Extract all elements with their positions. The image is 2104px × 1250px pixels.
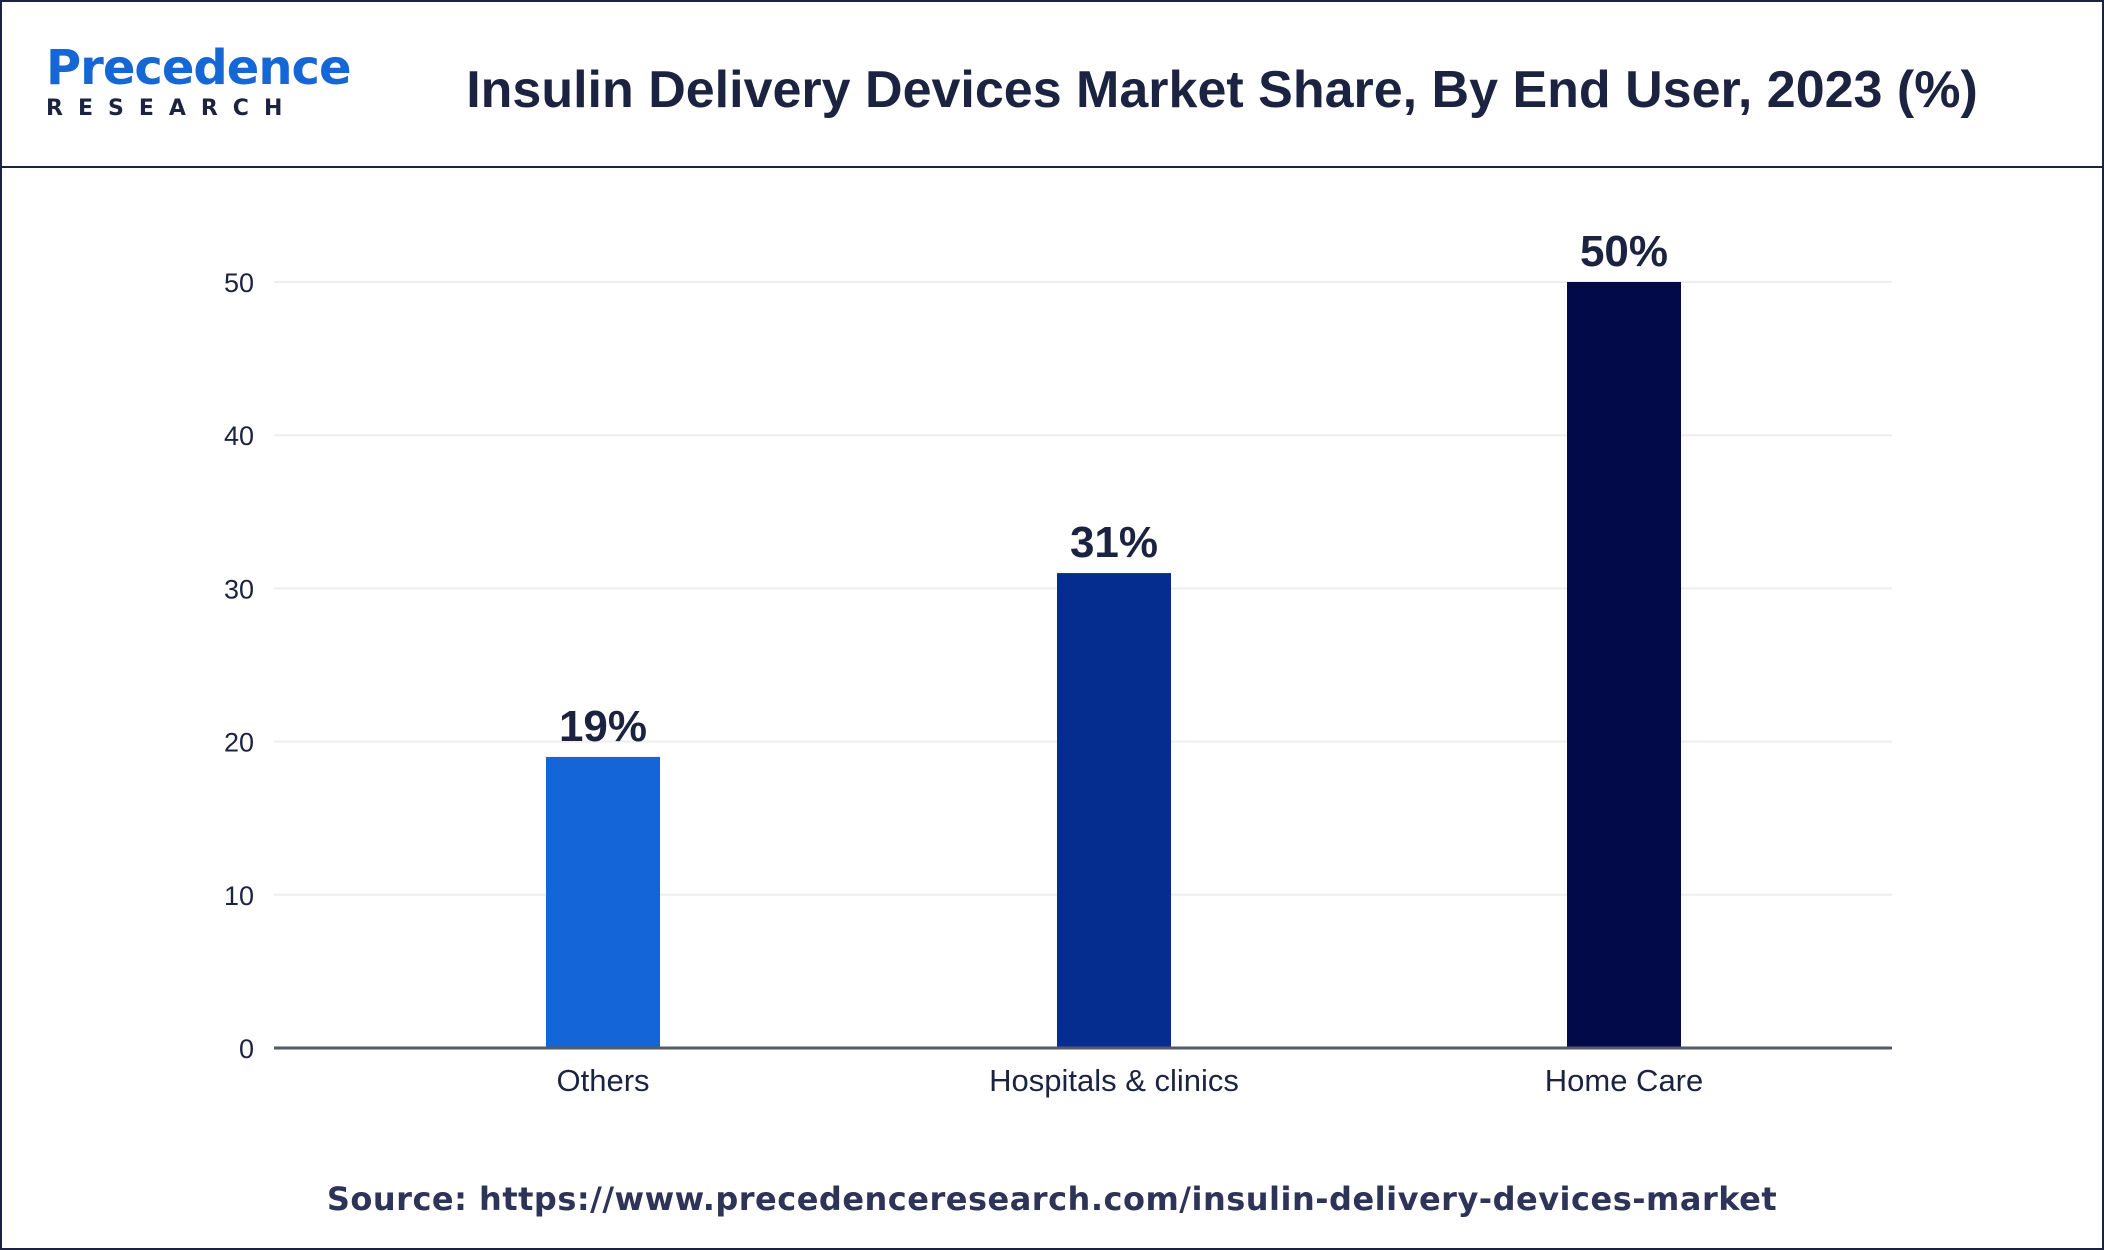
x-category-label: Home Care (1545, 1063, 1704, 1098)
logo: Precedence RESEARCH (40, 40, 352, 130)
y-tick-label: 20 (224, 728, 254, 758)
logo-subtitle: RESEARCH (46, 96, 298, 121)
y-tick-label: 40 (224, 421, 254, 451)
bar-value-label: 31% (1070, 518, 1158, 567)
y-tick-label: 0 (239, 1034, 254, 1064)
bar-value-label: 19% (559, 702, 647, 751)
y-tick-label: 30 (224, 574, 254, 604)
x-category-label: Hospitals & clinics (989, 1063, 1239, 1098)
bar-value-label: 50% (1580, 227, 1668, 276)
bar-hospitals-clinics (1057, 573, 1171, 1048)
y-tick-label: 10 (224, 881, 254, 911)
source-text: Source: https://www.precedenceresearch.c… (326, 1180, 1778, 1218)
bar-chart: 0 10 20 30 40 50 19% Others 31% Hospitals & clini… (224, 227, 1892, 1098)
y-tick-label: 50 (224, 268, 254, 298)
logo-wordmark: Precedence (46, 40, 352, 96)
chart-title: Insulin Delivery Devices Market Share, B… (466, 61, 1978, 119)
bar-others (546, 756, 660, 1048)
header: Precedence RESEARCH Insulin Delivery Dev… (2, 2, 2102, 168)
bar-home-care (1567, 282, 1681, 1048)
x-category-label: Others (556, 1063, 649, 1098)
